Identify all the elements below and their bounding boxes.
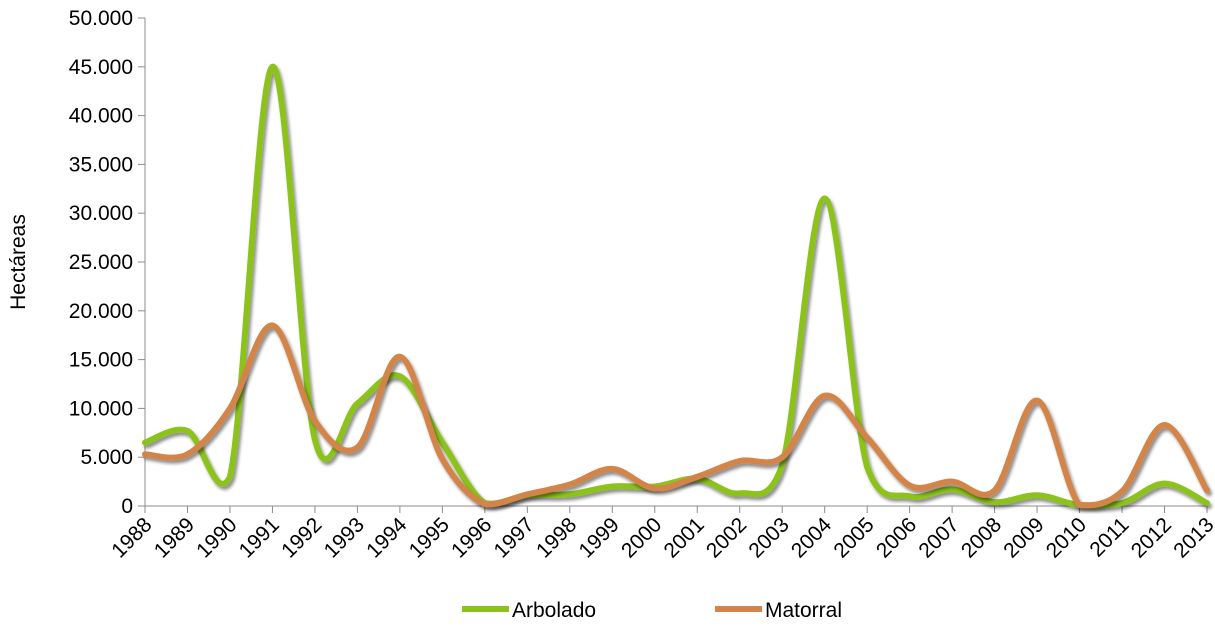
data-point-matorral [567, 482, 573, 488]
y-tick-label: 45.000 [69, 56, 133, 79]
y-tick-label: 35.000 [69, 153, 133, 176]
data-point-matorral [737, 458, 743, 464]
data-point-matorral [864, 435, 870, 441]
y-tick-label: 30.000 [69, 202, 133, 225]
data-point-arbolado [737, 490, 743, 496]
x-tick-label: 1999 [575, 513, 624, 562]
data-point-matorral [227, 405, 233, 411]
y-tick-label: 50.000 [69, 7, 133, 30]
data-point-matorral [142, 451, 148, 457]
data-point-matorral [1119, 488, 1125, 494]
data-point-matorral [184, 451, 190, 457]
data-point-matorral [482, 501, 488, 507]
series-line-arbolado [142, 63, 1210, 509]
x-tick-label: 1989 [150, 513, 199, 562]
x-tick-label: 1995 [405, 513, 454, 562]
series-line-matorral [142, 322, 1210, 509]
data-point-arbolado [567, 491, 573, 497]
x-tick-label: 2004 [787, 513, 837, 563]
data-point-matorral [822, 393, 828, 399]
data-point-matorral [779, 454, 785, 460]
data-point-matorral [439, 456, 445, 462]
data-point-matorral [652, 485, 658, 491]
x-tick-label: 2001 [659, 513, 708, 562]
x-tick-label: 1993 [320, 513, 369, 562]
data-point-arbolado [609, 483, 615, 489]
data-point-matorral [354, 444, 360, 450]
legend-label-arbolado: Arbolado [512, 599, 596, 622]
data-point-arbolado [354, 401, 360, 407]
data-point-arbolado [822, 196, 828, 202]
axes: 0 5.000 10.000 15.000 20.000 25.000 30.000 35.0… [69, 7, 1215, 563]
data-point-arbolado [1119, 500, 1125, 506]
x-tick-label: 1988 [107, 513, 156, 562]
data-point-arbolado [1162, 481, 1168, 487]
data-point-arbolado [779, 462, 785, 468]
y-tick-label: 0 [121, 495, 133, 518]
x-tick-label: 1991 [235, 513, 284, 562]
data-point-matorral [907, 483, 913, 489]
data-point-arbolado [907, 493, 913, 499]
data-point-matorral [312, 418, 318, 424]
x-tick-label: 2013 [1169, 513, 1215, 562]
y-tick-label: 20.000 [69, 300, 133, 323]
data-point-arbolado [227, 474, 233, 480]
x-tick-label: 2010 [1042, 513, 1091, 562]
x-tick-label: 2005 [829, 513, 878, 562]
y-tick-label: 15.000 [69, 349, 133, 372]
y-tick-label: 5.000 [80, 446, 133, 469]
x-tick-label: 2003 [744, 513, 793, 562]
data-point-arbolado [1034, 492, 1040, 498]
x-tick-label: 1997 [490, 513, 539, 562]
data-point-matorral [397, 354, 403, 360]
legend: Arbolado Matorral [462, 599, 842, 622]
x-tick-label: 2009 [999, 513, 1048, 562]
x-tick-label: 2007 [914, 513, 963, 562]
x-tick-label: 2000 [617, 513, 666, 562]
x-tick-label: 2006 [872, 513, 921, 562]
y-axis-label: Hectáreas [7, 214, 30, 310]
data-point-matorral [1034, 398, 1040, 404]
x-tick-label: 2008 [957, 513, 1006, 562]
data-point-matorral [609, 466, 615, 472]
data-point-arbolado [269, 64, 275, 70]
series-lines [142, 63, 1210, 509]
data-point-arbolado [949, 486, 955, 492]
data-point-matorral [949, 479, 955, 485]
data-point-matorral [1204, 487, 1210, 493]
legend-label-matorral: Matorral [765, 599, 842, 622]
data-point-matorral [269, 322, 275, 328]
data-point-arbolado [312, 437, 318, 443]
axis-labels: Hectáreas [7, 214, 30, 310]
data-point-matorral [524, 491, 530, 497]
x-tick-label: 2012 [1127, 513, 1176, 562]
data-point-arbolado [397, 373, 403, 379]
x-tick-label: 1994 [362, 513, 412, 563]
data-point-matorral [1077, 502, 1083, 508]
x-tick-label: 1996 [447, 513, 496, 562]
data-point-arbolado [864, 464, 870, 470]
data-point-arbolado [439, 440, 445, 446]
y-tick-label: 10.000 [69, 397, 133, 420]
x-tick-label: 1998 [532, 513, 581, 562]
y-tick-label: 25.000 [69, 251, 133, 274]
data-point-matorral [694, 474, 700, 480]
y-tick-label: 40.000 [69, 105, 133, 128]
x-tick-label: 1992 [277, 513, 326, 562]
data-point-matorral [1162, 422, 1168, 428]
x-tick-label: 1990 [192, 513, 241, 562]
data-point-matorral [992, 487, 998, 493]
data-point-arbolado [992, 499, 998, 505]
data-point-arbolado [184, 428, 190, 434]
data-point-arbolado [1204, 500, 1210, 506]
x-tick-label: 2011 [1085, 513, 1133, 561]
data-point-arbolado [142, 440, 148, 446]
x-tick-label: 2002 [702, 513, 751, 562]
